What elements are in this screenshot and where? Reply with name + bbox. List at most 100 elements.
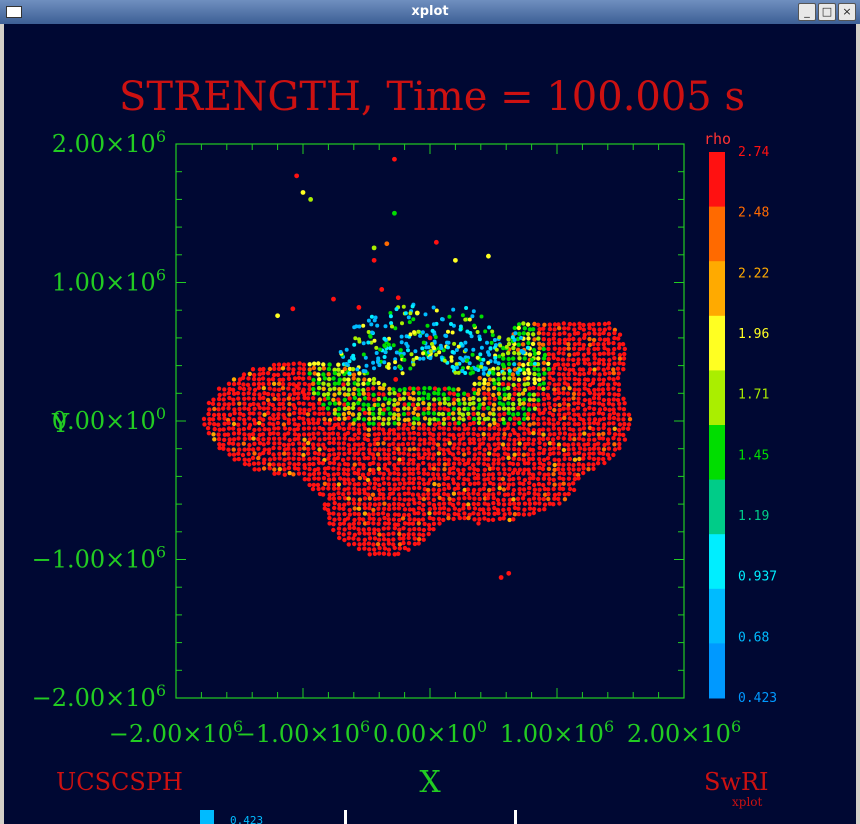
particle xyxy=(521,416,527,422)
particle xyxy=(456,491,462,496)
particle xyxy=(500,352,506,357)
particle xyxy=(332,401,338,406)
particle xyxy=(541,496,546,502)
particle xyxy=(226,447,231,452)
particle xyxy=(371,542,376,547)
particle xyxy=(322,481,328,486)
particle xyxy=(501,356,506,361)
window-menu-icon[interactable] xyxy=(6,6,22,18)
particle xyxy=(456,501,461,506)
close-button[interactable]: × xyxy=(838,3,856,21)
particle xyxy=(366,386,371,392)
particle xyxy=(336,491,341,496)
particle xyxy=(497,486,502,491)
particle xyxy=(382,396,388,401)
particle xyxy=(257,372,262,377)
particle xyxy=(596,441,601,446)
particle xyxy=(542,507,547,512)
particle xyxy=(520,342,526,347)
particle xyxy=(506,482,512,487)
particle xyxy=(237,447,242,452)
particle xyxy=(296,471,302,476)
ejecta-point xyxy=(300,389,306,395)
particle xyxy=(456,475,461,481)
particle xyxy=(591,431,596,437)
particle xyxy=(557,407,562,413)
particle xyxy=(585,377,591,382)
particle xyxy=(532,461,537,467)
particle xyxy=(266,447,272,452)
particle xyxy=(342,397,347,402)
particle xyxy=(312,411,317,416)
maximize-button[interactable]: □ xyxy=(818,3,836,21)
particle xyxy=(452,486,457,492)
particle xyxy=(212,426,217,432)
particle xyxy=(427,515,432,521)
particle xyxy=(202,422,207,427)
particle xyxy=(400,371,405,376)
particle xyxy=(411,461,416,466)
particle xyxy=(370,492,376,497)
particle xyxy=(332,411,337,416)
particle xyxy=(592,387,597,393)
particle xyxy=(510,461,516,467)
particle xyxy=(502,471,507,476)
minimize-button[interactable]: _ xyxy=(798,3,816,21)
particle xyxy=(342,537,347,543)
particle xyxy=(622,346,627,352)
particle xyxy=(242,406,247,411)
particle xyxy=(382,462,388,467)
particle xyxy=(332,392,337,397)
particle xyxy=(376,431,382,437)
particle xyxy=(257,367,263,372)
particle xyxy=(379,359,384,364)
particle xyxy=(582,361,587,366)
particle xyxy=(456,426,462,432)
particle xyxy=(525,452,531,457)
particle xyxy=(311,391,317,396)
particle xyxy=(557,331,562,337)
particle xyxy=(336,381,341,386)
particle xyxy=(402,446,407,452)
particle xyxy=(372,531,377,536)
particle xyxy=(516,416,521,422)
particle xyxy=(436,411,442,417)
particle xyxy=(271,431,276,436)
particle xyxy=(376,452,381,457)
particle xyxy=(460,412,466,417)
particle xyxy=(517,356,522,361)
particle xyxy=(396,471,401,477)
title-bar[interactable]: xplot _ □ × xyxy=(0,0,860,24)
particle xyxy=(241,412,246,418)
particle xyxy=(391,531,396,536)
particle xyxy=(486,507,491,512)
particle xyxy=(522,477,527,483)
particle xyxy=(392,552,397,557)
particle xyxy=(356,512,362,517)
particle xyxy=(487,426,492,431)
particle xyxy=(486,360,491,365)
particle xyxy=(550,412,556,417)
particle xyxy=(489,340,494,345)
particle xyxy=(307,472,312,477)
particle xyxy=(261,466,267,471)
particle xyxy=(467,441,473,446)
particle xyxy=(311,431,316,436)
particle xyxy=(237,416,242,421)
particle xyxy=(336,471,341,476)
particle xyxy=(411,532,416,537)
particle xyxy=(367,502,373,507)
particle xyxy=(392,526,397,531)
particle xyxy=(504,344,509,349)
particle xyxy=(580,402,586,407)
particle xyxy=(377,491,383,497)
particle xyxy=(257,432,262,437)
particle xyxy=(382,382,387,387)
particle xyxy=(336,446,342,451)
particle xyxy=(336,512,341,517)
plot-frame xyxy=(175,143,685,699)
particle xyxy=(582,442,587,447)
particle xyxy=(606,341,611,346)
particle xyxy=(482,467,487,472)
particle xyxy=(516,476,522,481)
